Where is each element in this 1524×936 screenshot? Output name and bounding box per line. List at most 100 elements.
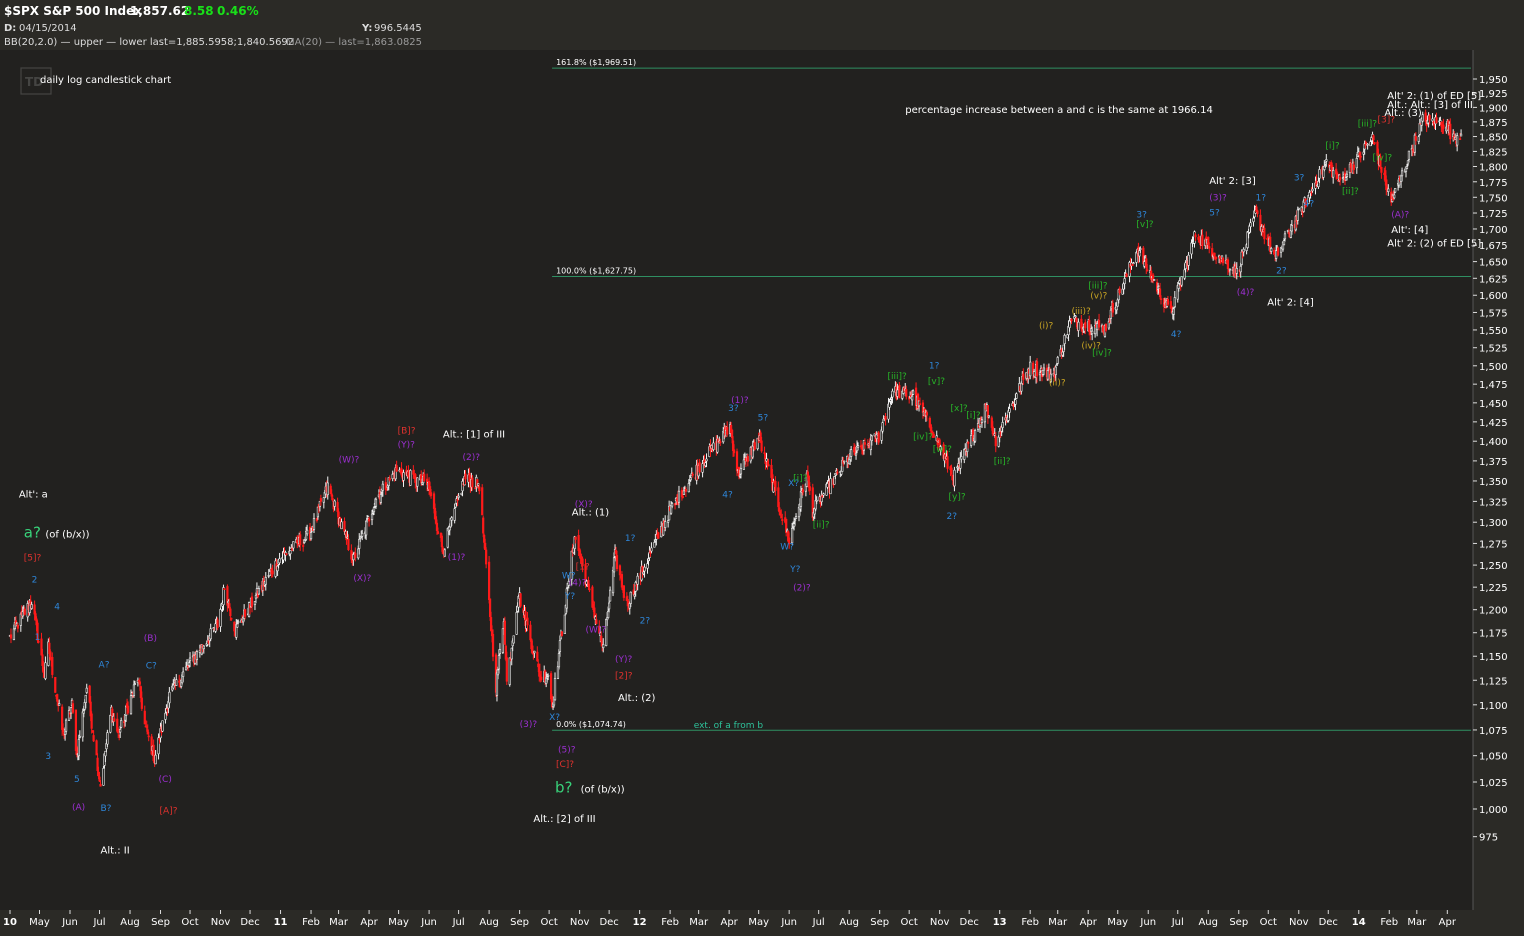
x-tick-label: Jul — [452, 917, 465, 928]
candle-body — [1015, 393, 1018, 399]
candle-body — [1338, 177, 1342, 181]
wave-label: [3]? — [1377, 115, 1395, 125]
candle-body — [829, 478, 832, 495]
wave-label: A? — [99, 661, 110, 671]
x-tick-label: Feb — [1380, 917, 1398, 928]
candle-body — [881, 422, 884, 432]
candle-body — [558, 640, 562, 652]
wave-label: [iii]? — [1088, 281, 1108, 291]
fib-level-label: 100.0% ($1,627.75) — [556, 266, 636, 275]
candle-body — [370, 513, 374, 521]
candle-body — [677, 490, 681, 503]
candle-body — [292, 541, 295, 549]
wave-label: (iii)? — [1072, 307, 1092, 317]
candle-body — [980, 419, 984, 423]
candle-body — [1442, 124, 1445, 129]
wave-label: [iv]? — [1092, 349, 1112, 359]
candle-body — [877, 432, 880, 443]
wave-label: (Y)? — [398, 440, 416, 450]
candle-body — [271, 570, 274, 575]
y-tick-label: 1,900 — [1479, 103, 1508, 114]
candle-body — [1145, 258, 1148, 268]
x-tick-label: May — [29, 917, 50, 928]
candle-body — [1075, 317, 1078, 323]
x-tick-label: Jul — [92, 917, 105, 928]
candle-body — [299, 534, 302, 546]
candle-body — [970, 435, 973, 446]
y-tick-label: 1,725 — [1479, 209, 1508, 220]
candle-body — [236, 623, 239, 628]
wave-label: (Y)? — [615, 655, 633, 665]
candle-body — [1068, 320, 1071, 328]
candle-body — [154, 754, 157, 765]
candle-body — [1095, 323, 1099, 331]
candle-body — [1226, 259, 1230, 270]
candle-body — [705, 458, 708, 462]
x-tick-label: Sep — [510, 917, 529, 928]
y-tick-label: 1,525 — [1479, 344, 1508, 355]
candle-body — [168, 691, 171, 704]
candle-body — [850, 449, 853, 457]
candle-body — [98, 776, 101, 782]
header-bar — [0, 0, 1524, 50]
x-tick-label: Oct — [901, 917, 918, 928]
candle-body — [1345, 173, 1349, 177]
candle-body — [358, 538, 361, 549]
candle-body — [1070, 318, 1073, 322]
candle-body — [71, 703, 75, 713]
candle-body — [1118, 288, 1121, 294]
candle-body — [388, 478, 391, 481]
candle-body — [102, 768, 105, 786]
x-tick-label: Oct — [181, 917, 198, 928]
candle-body — [712, 442, 715, 450]
candle-body — [1180, 276, 1183, 286]
candle-body — [409, 470, 412, 486]
x-tick-label: Jun — [61, 917, 78, 928]
wave-label: [C]? — [556, 760, 574, 770]
candle-body — [423, 473, 426, 482]
candle-body — [1311, 188, 1314, 192]
candle-body — [953, 469, 956, 487]
candle-body — [1111, 302, 1114, 313]
candle-body — [30, 604, 33, 609]
candle-body — [1336, 172, 1339, 179]
wave-label: (B) — [144, 634, 157, 644]
candle-body — [1049, 373, 1052, 382]
wave-label: W? — [780, 542, 794, 552]
candle-body — [526, 617, 529, 626]
candle-body — [1228, 268, 1231, 271]
fib-level-label: 0.0% ($1,074.74) — [556, 720, 626, 729]
price-change: 8.58 — [184, 4, 214, 18]
candle-body — [739, 468, 743, 475]
candle-body — [1435, 117, 1438, 124]
candle-body — [312, 518, 316, 530]
x-tick-label: May — [748, 917, 769, 928]
y-tick-label: 1,225 — [1479, 583, 1508, 594]
candle-body — [188, 657, 192, 661]
wave-label: [ii]? — [1342, 187, 1359, 197]
candle-body — [354, 552, 357, 558]
wave-label: [y]? — [949, 493, 966, 503]
wave-label: [v]? — [1136, 220, 1153, 230]
candle-body — [512, 635, 515, 644]
candle-body — [681, 496, 685, 498]
candle-body — [365, 520, 368, 536]
x-tick-label: Nov — [1289, 917, 1309, 928]
wave-label: 3 — [45, 752, 51, 762]
candle-body — [289, 550, 292, 555]
x-tick-label: May — [388, 917, 409, 928]
candle-body — [557, 653, 561, 668]
wave-label: (ii)? — [1049, 379, 1066, 389]
wave-label: 5 — [74, 775, 80, 785]
candle-body — [1273, 249, 1276, 255]
candle-body — [664, 521, 667, 528]
candle-body — [95, 740, 98, 756]
candle-body — [891, 390, 894, 398]
candle-body — [1207, 237, 1210, 245]
candle-body — [12, 628, 16, 640]
candle-body — [23, 608, 26, 615]
last-price: 1,857.62 — [130, 4, 189, 18]
candle-body — [278, 558, 281, 564]
candle-body — [106, 732, 109, 745]
candle-body — [175, 679, 178, 686]
